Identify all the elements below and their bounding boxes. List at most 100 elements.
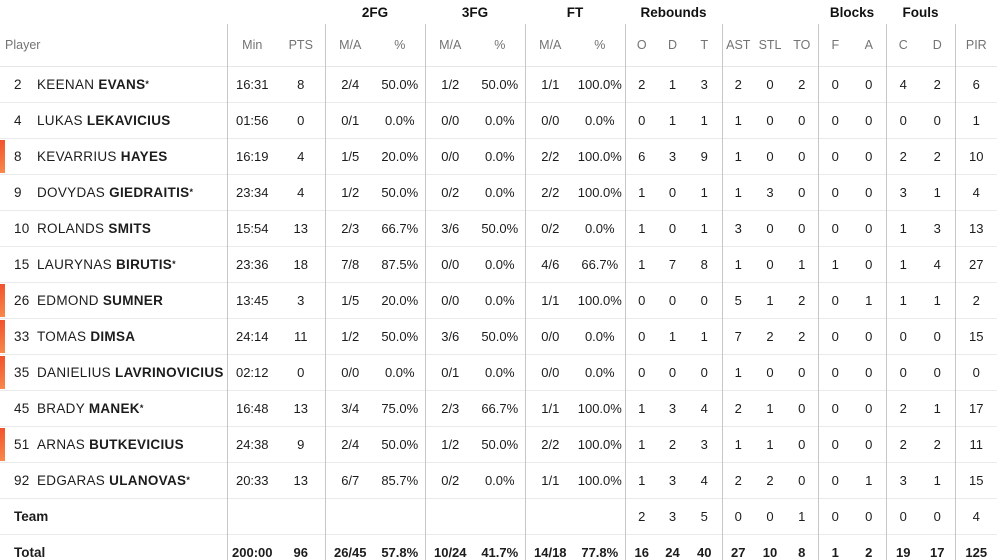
stat-pts: 18	[293, 256, 308, 272]
stat-fg3-ma: 0/2	[424, 174, 476, 210]
stat-fg3-pct: 0.0%	[484, 184, 515, 200]
stat-foul-d: 4	[933, 256, 941, 272]
stat-reb-t: 1	[700, 220, 708, 236]
stat-blk-f: 0	[817, 174, 853, 210]
player-cell: 51 ARNAS BUTKEVICIUS	[0, 426, 227, 462]
stat-pts: 96	[293, 544, 308, 560]
stat-pir: 0	[954, 354, 997, 390]
stat-fg3-pct	[475, 498, 525, 534]
stat-foul-d: 1	[933, 400, 941, 416]
player-name[interactable]: EDMOND SUMNER	[37, 293, 163, 308]
group-header-spacer	[722, 0, 818, 24]
stat-fg2-pct: 50.0%	[381, 328, 419, 344]
stat-pir: 15	[954, 462, 997, 498]
player-last-name: MANEK	[88, 400, 140, 416]
player-row: 4 LUKAS LEKAVICIUS 01:56 0 0/1 0.0% 0/0 0.0% 0/0…	[0, 102, 997, 138]
jersey-number: 92	[14, 472, 30, 488]
stat-fg2-ma	[324, 498, 375, 534]
col-header-stl: STL	[758, 37, 782, 52]
player-name[interactable]: EDGARAS ULANOVAS*	[37, 473, 190, 488]
stat-ast: 1	[721, 354, 755, 390]
stat-ft-ma: 0/0	[524, 354, 576, 390]
stat-ft-ma	[524, 498, 576, 534]
player-cell: 9 DOVYDAS GIEDRAITIS*	[0, 174, 227, 210]
stat-reb-t: 3	[700, 436, 708, 452]
stat-reb-t: 3	[700, 76, 708, 92]
player-name[interactable]: DANIELIUS LAVRINOVICIUS	[37, 365, 224, 380]
stat-foul-d: 2	[933, 148, 941, 164]
stat-foul-c: 4	[885, 66, 921, 102]
player-last-name: LAVRINOVICIUS	[115, 364, 224, 380]
player-name[interactable]: BRADY MANEK*	[37, 401, 143, 416]
stat-reb-t: 1	[700, 328, 708, 344]
stat-stl: 0	[766, 508, 774, 524]
stat-blk-a: 0	[865, 148, 873, 164]
jersey-number: 26	[14, 292, 30, 308]
stat-fg3-ma	[424, 498, 476, 534]
player-name[interactable]: TOMAS DIMSA	[37, 329, 135, 344]
stat-pir: 2	[954, 282, 997, 318]
player-name[interactable]: ARNAS BUTKEVICIUS	[37, 437, 184, 452]
player-name[interactable]: LAURYNAS BIRUTIS*	[37, 257, 176, 272]
stat-fg2-ma: 1/5	[324, 138, 375, 174]
starter-mark: *	[139, 402, 144, 413]
stat-reb-d: 1	[668, 76, 677, 92]
player-name[interactable]: ROLANDS SMITS	[37, 221, 151, 236]
stat-reb-t: 4	[700, 472, 708, 488]
jersey-number: 51	[14, 436, 30, 452]
stat-reb-o: 6	[624, 138, 659, 174]
player-first-name: DANIELIUS	[37, 364, 116, 380]
stat-to: 0	[798, 364, 806, 380]
stat-fg2-ma: 26/45	[324, 534, 375, 560]
group-header-2fg: 2FG	[361, 4, 389, 20]
stat-pir: 15	[954, 318, 997, 354]
player-name[interactable]: KEENAN EVANS*	[37, 77, 149, 92]
stat-to: 0	[798, 112, 806, 128]
stat-blk-a: 1	[865, 472, 873, 488]
stat-fg2-ma: 0/1	[324, 102, 375, 138]
stat-fg3-pct: 66.7%	[481, 400, 519, 416]
stat-fg2-ma: 0/0	[324, 354, 375, 390]
stat-blk-a: 0	[865, 184, 873, 200]
group-header-row: 2FG 3FG FT Rebounds Blocks Fouls	[0, 0, 997, 24]
stat-min: 13:45	[226, 282, 277, 318]
starter-mark: *	[189, 186, 193, 197]
player-last-name: EVANS	[98, 76, 146, 92]
stat-foul-d: 0	[933, 328, 941, 344]
on-court-marker	[0, 283, 5, 317]
stat-ft-ma: 0/0	[524, 318, 576, 354]
group-header-rebounds: Rebounds	[640, 4, 707, 20]
stat-foul-d: 0	[933, 112, 941, 128]
player-name[interactable]: DOVYDAS GIEDRAITIS*	[37, 185, 193, 200]
stat-to: 8	[798, 544, 806, 560]
group-header-ft: FT	[566, 4, 584, 20]
team-row: Team 2 3 5 0 0 1 0 0 0 0 4	[0, 498, 997, 534]
stat-fg3-ma: 3/6	[424, 318, 476, 354]
group-header-spacer	[955, 0, 997, 24]
stat-stl: 0	[766, 364, 774, 380]
stat-ast: 3	[721, 210, 755, 246]
stat-fg3-ma: 0/1	[424, 354, 476, 390]
player-first-name: BRADY	[37, 400, 89, 416]
stat-reb-o: 0	[624, 102, 659, 138]
stat-foul-c: 1	[885, 210, 921, 246]
stat-ft-ma: 1/1	[524, 282, 576, 318]
player-name[interactable]: LUKAS LEKAVICIUS	[37, 113, 171, 128]
stat-blk-f: 0	[817, 462, 853, 498]
stat-to: 0	[798, 220, 806, 236]
stat-reb-t: 8	[700, 256, 708, 272]
stat-foul-d: 0	[933, 364, 941, 380]
stat-fg2-ma: 1/2	[324, 174, 375, 210]
player-name[interactable]: KEVARRIUS HAYES	[37, 149, 168, 164]
stat-pir: 4	[954, 174, 997, 210]
stat-pts: 13	[293, 400, 308, 416]
stat-ft-pct: 0.0%	[584, 328, 615, 344]
stat-ft-pct: 0.0%	[584, 112, 615, 128]
stat-ft-ma: 2/2	[524, 138, 576, 174]
stat-fg2-pct: 85.7%	[381, 472, 419, 488]
stat-fg3-ma: 10/24	[424, 534, 476, 560]
stat-min: 01:56	[226, 102, 277, 138]
player-cell: 92 EDGARAS ULANOVAS*	[0, 462, 227, 498]
stat-reb-d: 0	[668, 364, 677, 380]
stat-reb-d: 0	[668, 220, 677, 236]
